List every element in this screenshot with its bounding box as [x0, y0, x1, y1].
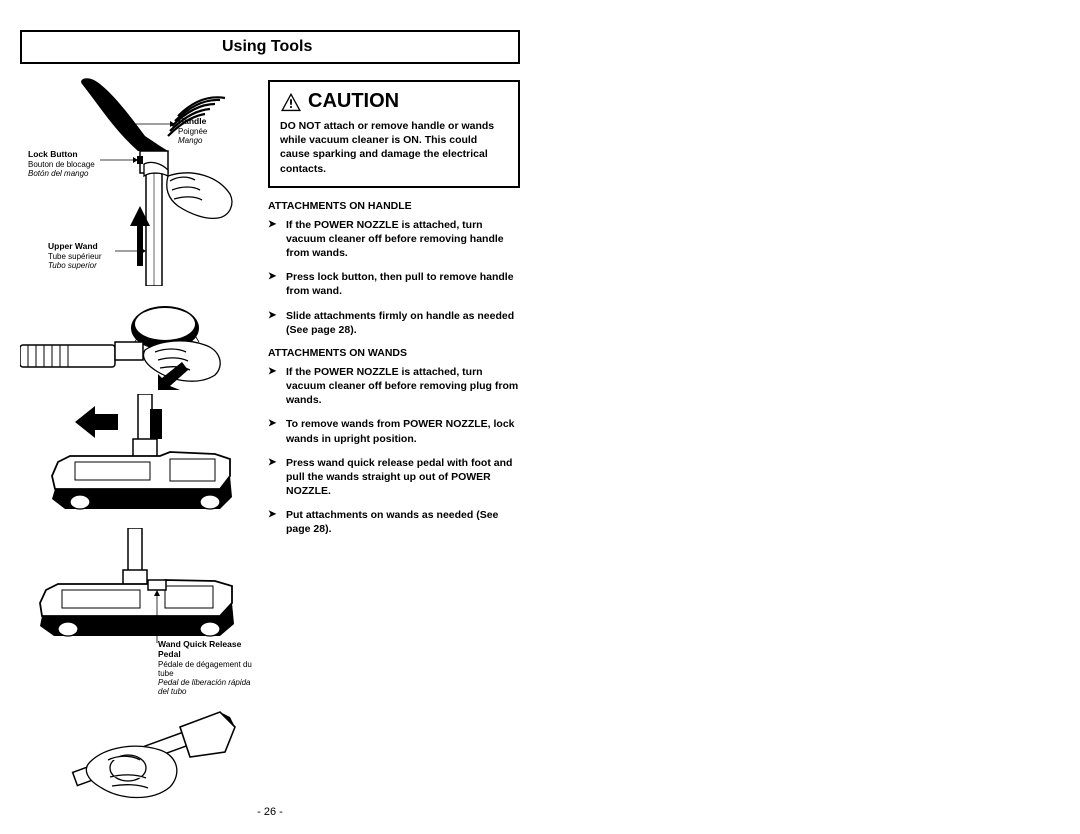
- diagram-wand-attachment: [20, 702, 260, 812]
- label-lockbutton-fr: Bouton de blocage: [28, 160, 95, 169]
- label-upperwand-fr: Tube supérieur: [48, 252, 102, 261]
- label-upperwand-en: Upper Wand: [48, 242, 102, 252]
- label-pedal-fr: Pédale de dégagement du tube: [158, 660, 253, 678]
- list-item: Put attachments on wands as needed (See …: [268, 508, 520, 536]
- diagram-nozzle-pedal: Wand Quick Release Pedal Pédale de dégag…: [20, 528, 260, 698]
- label-pedal-es: Pedal de liberación rápida del tubo: [158, 678, 253, 696]
- label-lockbutton-es: Botón del mango: [28, 169, 95, 178]
- handle-heading: ATTACHMENTS ON HANDLE: [268, 200, 520, 212]
- caution-box: CAUTION DO NOT attach or remove handle o…: [268, 80, 520, 188]
- caution-text: DO NOT attach or remove handle or wands …: [280, 119, 508, 176]
- list-item: Slide attachments firmly on handle as ne…: [268, 309, 520, 337]
- diagram-handle-wand: Handle Poignée Mango Lock Button Bouton …: [20, 76, 260, 286]
- text-column: CAUTION DO NOT attach or remove handle o…: [268, 76, 520, 816]
- list-item: If the POWER NOZZLE is attached, turn va…: [268, 365, 520, 408]
- section-title: Using Tools: [22, 38, 518, 56]
- list-item: If the POWER NOZZLE is attached, turn va…: [268, 218, 520, 261]
- wands-heading: ATTACHMENTS ON WANDS: [268, 347, 520, 359]
- label-pedal-en: Wand Quick Release Pedal: [158, 640, 253, 660]
- label-upperwand-es: Tubo superior: [48, 261, 102, 270]
- warning-icon: [280, 92, 302, 112]
- label-handle-es: Mango: [178, 136, 207, 145]
- diagram-nozzle-upright: [20, 394, 260, 524]
- diagram-column: Handle Poignée Mango Lock Button Bouton …: [20, 76, 260, 816]
- wands-list: If the POWER NOZZLE is attached, turn va…: [268, 365, 520, 537]
- list-item: Press lock button, then pull to remove h…: [268, 270, 520, 298]
- label-handle-fr: Poignée: [178, 127, 207, 136]
- handle-list: If the POWER NOZZLE is attached, turn va…: [268, 218, 520, 337]
- section-title-box: Using Tools: [20, 30, 520, 64]
- list-item: Press wand quick release pedal with foot…: [268, 456, 520, 499]
- label-handle-en: Handle: [178, 117, 207, 127]
- caution-title: CAUTION: [308, 90, 399, 113]
- list-item: To remove wands from POWER NOZZLE, lock …: [268, 417, 520, 445]
- label-lockbutton-en: Lock Button: [28, 150, 95, 160]
- page-number: - 26 -: [0, 806, 540, 818]
- diagram-brush-attachment: [20, 290, 260, 390]
